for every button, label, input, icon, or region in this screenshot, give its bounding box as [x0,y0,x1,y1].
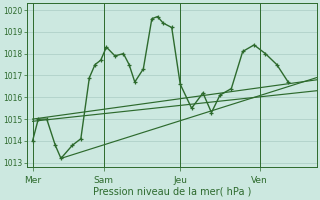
X-axis label: Pression niveau de la mer( hPa ): Pression niveau de la mer( hPa ) [92,187,251,197]
